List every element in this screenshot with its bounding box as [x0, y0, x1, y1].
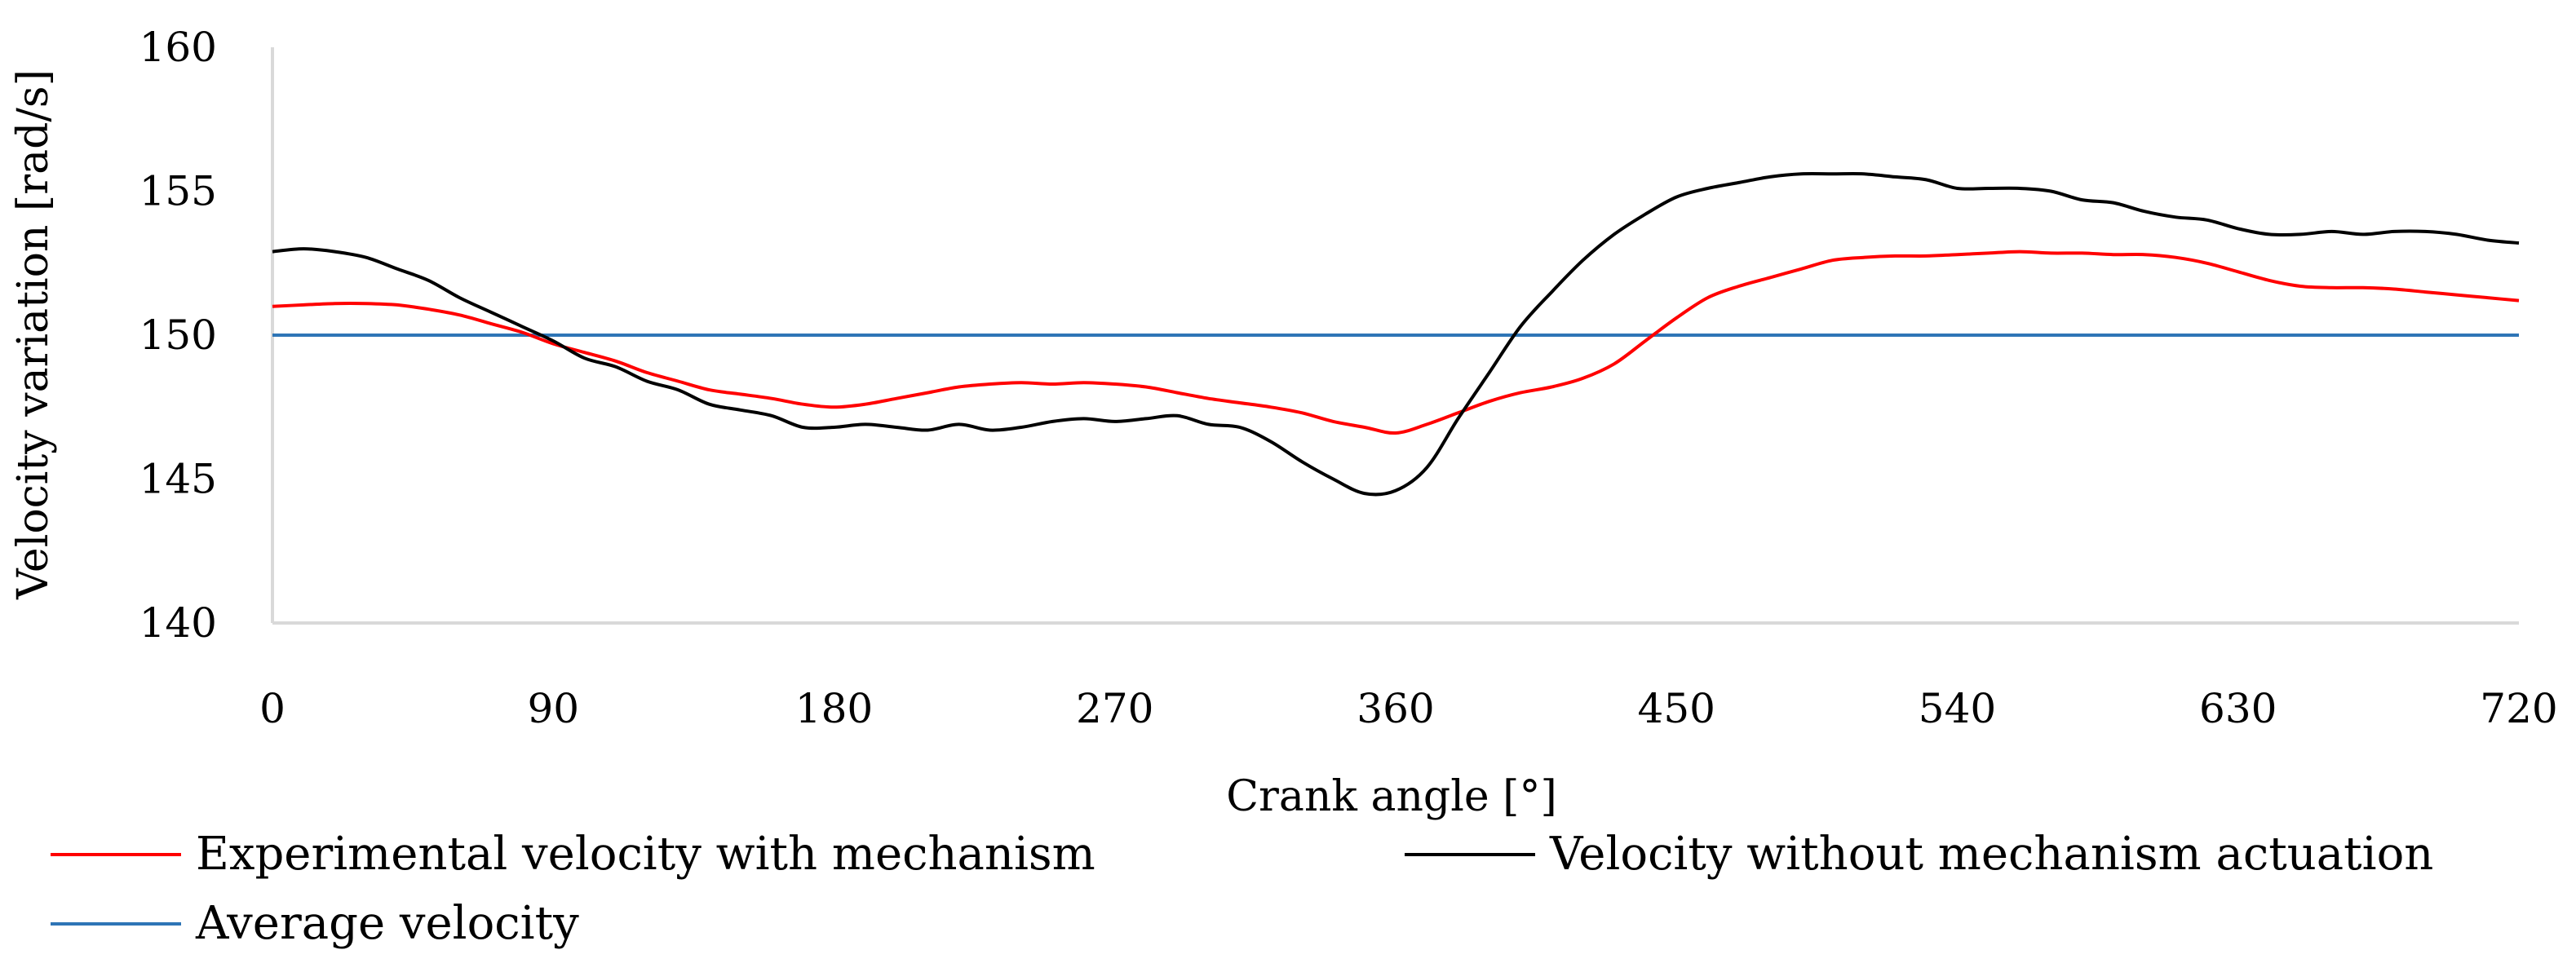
- x-tick-label: 720: [2480, 685, 2557, 732]
- legend: Experimental velocity with mechanism Vel…: [51, 828, 2433, 950]
- x-tick-label: 360: [1357, 685, 1434, 732]
- y-tick-label: 145: [139, 456, 217, 503]
- y-tick-label: 140: [139, 599, 217, 647]
- y-tick-label: 150: [139, 311, 217, 359]
- plot-area: [272, 172, 2520, 497]
- legend-label-experimental: Experimental velocity with mechanism: [196, 828, 1095, 881]
- legend-label-average: Average velocity: [195, 897, 579, 950]
- x-tick-label: 0: [259, 685, 285, 732]
- series-line-no-mechanism: [272, 172, 2520, 497]
- legend-label-no-mechanism: Velocity without mechanism actuation: [1549, 828, 2433, 881]
- x-tick-label: 270: [1076, 685, 1153, 732]
- x-axis-title: Crank angle [°]: [1226, 772, 1556, 821]
- y-axis-title: Velocity variation [rad/s]: [9, 69, 58, 600]
- series-line-experimental: [272, 250, 2520, 435]
- y-tick-label: 160: [139, 24, 217, 71]
- x-axis-tick-labels: 0 90 180 270 360 450 540 630 720: [259, 685, 2558, 732]
- y-axis-tick-labels: 140 145 150 155 160: [139, 24, 217, 647]
- x-tick-label: 90: [527, 685, 579, 732]
- x-tick-label: 180: [795, 685, 873, 732]
- x-tick-label: 630: [2199, 685, 2277, 732]
- y-tick-label: 155: [139, 168, 217, 215]
- x-tick-label: 540: [1919, 685, 1996, 732]
- x-tick-label: 450: [1638, 685, 1715, 732]
